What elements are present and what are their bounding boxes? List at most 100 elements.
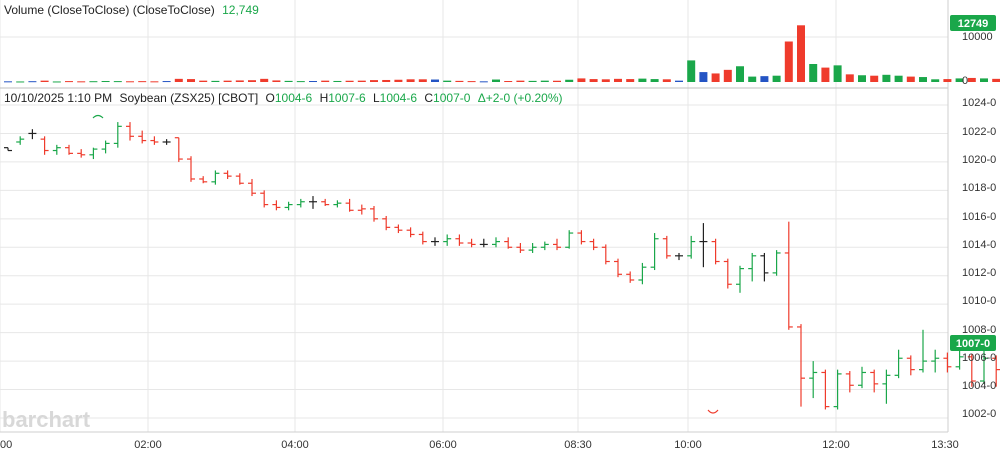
volume-bar: [601, 79, 610, 82]
volume-bar: [272, 80, 281, 82]
volume-bar: [980, 78, 988, 82]
price-axis-label: 1010-0: [962, 295, 996, 307]
volume-bar: [894, 75, 903, 82]
volume-bar: [504, 81, 513, 83]
volume-bar: [382, 79, 391, 82]
price-axis-label: 1014-0: [962, 239, 996, 251]
volume-title: Volume (CloseToClose) (CloseToClose) 12,…: [4, 3, 259, 17]
volume-bar: [467, 81, 476, 83]
volume-bar: [650, 79, 659, 82]
volume-bar: [711, 73, 720, 82]
volume-bar: [919, 77, 927, 82]
time-axis: 00 02:00 04:00 06:00 08:30 10:00 12:00 1…: [0, 439, 959, 451]
volume-bar: [955, 78, 964, 82]
time-axis-label: 06:00: [429, 439, 457, 451]
volume-bar: [614, 78, 622, 82]
volume-bar: [284, 80, 293, 82]
volume-bar: [333, 80, 342, 82]
volume-bar: [675, 80, 683, 82]
volume-bar: [321, 80, 330, 82]
volume-bar: [845, 74, 854, 82]
volume-axis-label-10000: 10000: [962, 31, 993, 43]
volume-bar: [870, 75, 879, 82]
volume-bar: [626, 79, 635, 82]
volume-bar: [150, 81, 159, 83]
volume-bar: [748, 76, 757, 82]
high-marker-icon: [92, 114, 104, 119]
volume-bar: [248, 80, 256, 82]
volume-bar: [992, 78, 1000, 82]
volume-axis-label-0: 0: [962, 75, 968, 87]
volume-bars: [4, 25, 1000, 83]
volume-bar: [589, 79, 598, 82]
volume-bar: [174, 78, 183, 82]
volume-bar: [858, 75, 866, 82]
volume-bar: [443, 80, 452, 82]
volume-bar: [967, 77, 976, 82]
volume-bar: [565, 79, 574, 82]
volume-bar: [760, 76, 769, 82]
volume-bar: [126, 81, 134, 83]
volume-bar: [138, 81, 147, 83]
volume-bar: [906, 76, 915, 82]
volume-bar: [821, 67, 830, 82]
volume-bar: [370, 80, 378, 82]
price-axis-label: 1004-0: [962, 380, 996, 392]
volume-bar: [418, 79, 427, 82]
last-price-badge-text: 1007-0: [956, 338, 990, 350]
time-axis-label: 02:00: [134, 439, 162, 451]
volume-last-badge: [950, 15, 996, 31]
volume-bar: [187, 79, 195, 82]
volume-last-badge-text: 12749: [958, 18, 989, 30]
price-axis-label: 1020-0: [962, 154, 996, 166]
price-axis-label: 1018-0: [962, 182, 996, 194]
volume-bar: [479, 81, 488, 83]
volume-bar: [345, 80, 354, 82]
volume-bar: [662, 79, 671, 82]
volume-bar: [699, 72, 708, 82]
time-axis-label: 13:30: [931, 439, 959, 451]
volume-bar: [52, 81, 61, 83]
volume-bar: [577, 78, 586, 82]
price-axis-label: 1002-0: [962, 408, 996, 420]
time-axis-label: 00: [0, 439, 12, 451]
price-axis-label: 1016-0: [962, 211, 996, 223]
volume-bar: [4, 81, 12, 83]
time-axis-label: 10:00: [674, 439, 702, 451]
volume-bar: [455, 80, 464, 82]
volume-bar: [235, 80, 244, 82]
low-marker-icon: [707, 409, 719, 414]
volume-bar: [16, 81, 25, 83]
price-axis: 1024-0 1022-0 1020-0 1018-0 1016-0 1014-…: [962, 97, 996, 420]
volume-bar: [772, 75, 781, 82]
price-axis-label: 1012-0: [962, 267, 996, 279]
volume-bar: [101, 81, 110, 83]
price-axis-label: 1006-0: [962, 352, 996, 364]
ohlc-bars: [4, 122, 1000, 410]
volume-bar: [809, 64, 818, 82]
volume-bar: [687, 60, 696, 82]
volume-bar: [357, 80, 366, 82]
volume-bar: [723, 69, 732, 82]
price-header: 10/10/2025 1:10 PM Soybean (ZSX25) [CBOT…: [4, 91, 563, 105]
volume-bar: [406, 79, 415, 82]
volume-bar: [516, 80, 525, 82]
volume-bar: [162, 81, 171, 83]
last-price-badge: [950, 335, 996, 351]
time-axis-label: 12:00: [822, 439, 850, 451]
volume-bar: [528, 80, 537, 82]
volume-bar: [797, 25, 805, 82]
volume-bar: [784, 41, 793, 82]
price-axis-label: 1008-0: [962, 324, 996, 336]
watermark: barchart: [2, 407, 91, 432]
volume-bar: [492, 79, 500, 82]
volume-bar: [113, 81, 122, 83]
volume-bar: [736, 66, 744, 82]
volume-bar: [638, 78, 647, 82]
volume-bar: [89, 81, 98, 83]
volume-bar: [199, 80, 208, 82]
volume-bar: [540, 80, 549, 82]
volume-bar: [211, 80, 220, 82]
price-axis-label: 1022-0: [962, 126, 996, 138]
